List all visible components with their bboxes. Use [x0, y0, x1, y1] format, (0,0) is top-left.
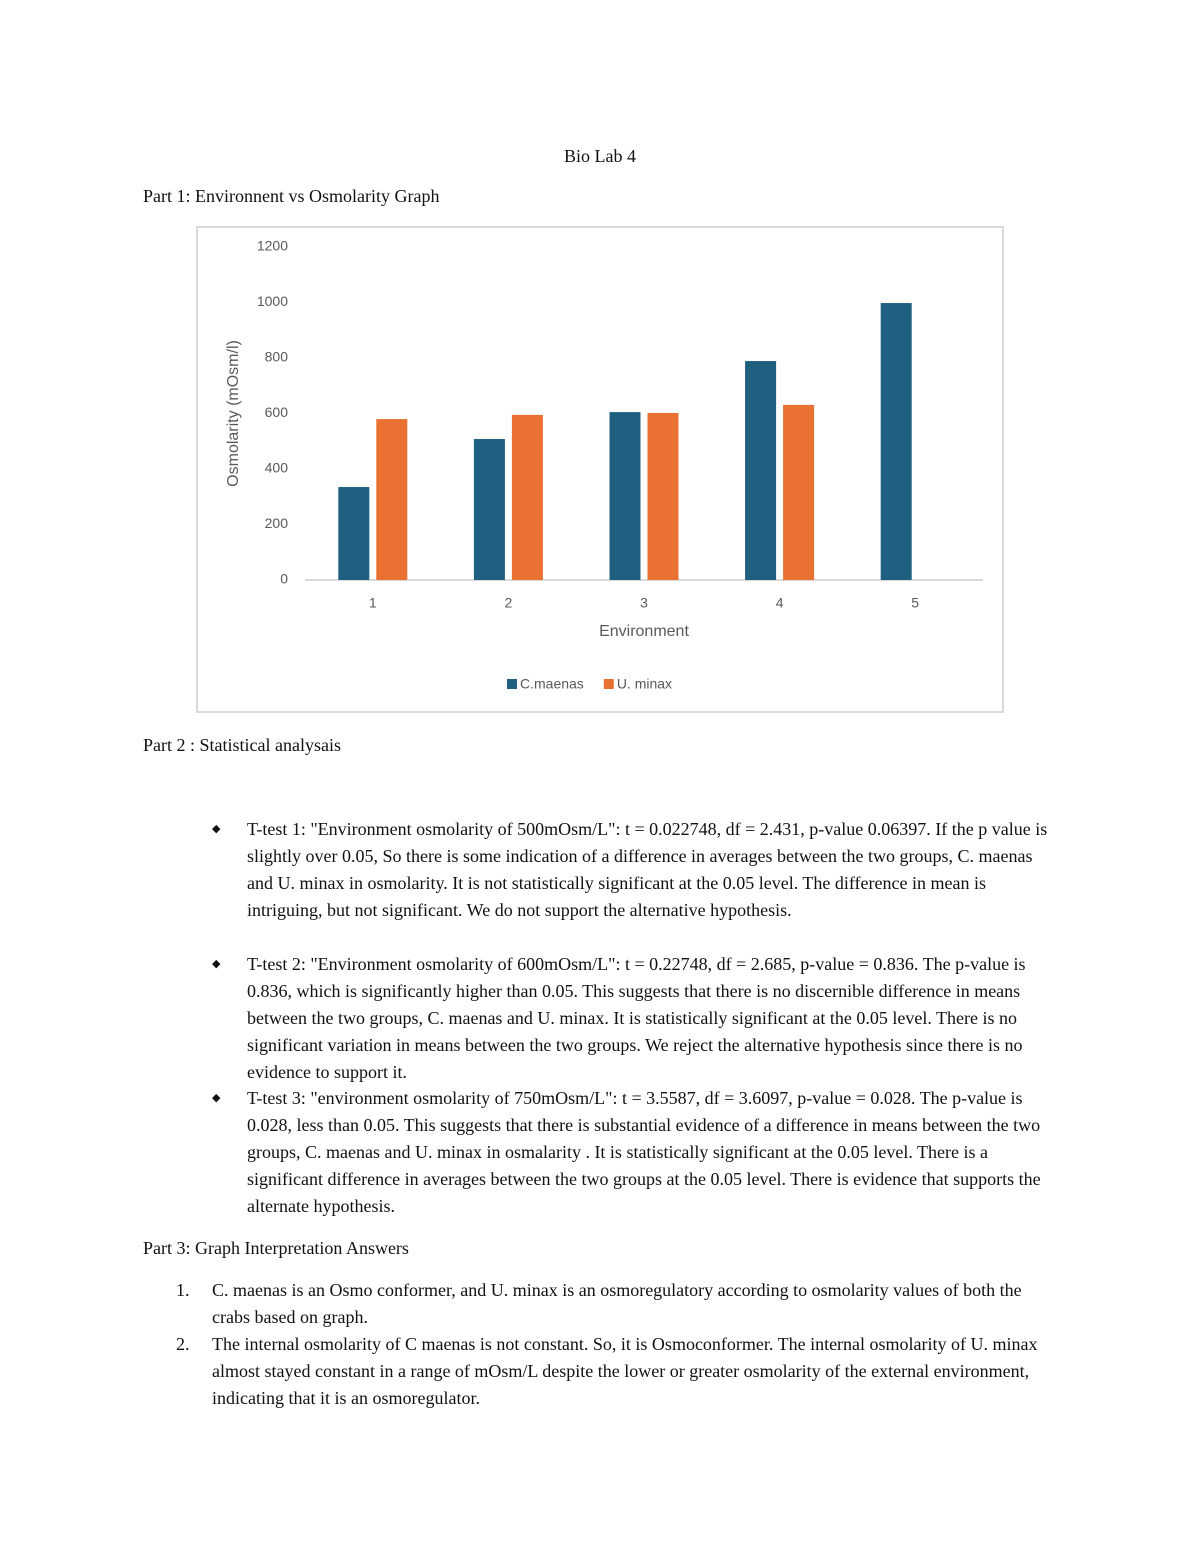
section-heading: Part 2 : Statistical analysais: [143, 735, 341, 755]
y-tick-label: 800: [265, 349, 289, 365]
section-heading: Part 3: Graph Interpretation Answers: [143, 1238, 409, 1258]
x-tick-label: 5: [911, 595, 919, 611]
bar: [511, 414, 543, 580]
bar: [783, 404, 815, 580]
y-tick-label: 400: [265, 460, 289, 476]
chart-frame: [196, 226, 1004, 713]
y-tick-label: 0: [280, 571, 288, 587]
list-number: 2.: [176, 1334, 190, 1354]
doc-title: Bio Lab 4: [564, 146, 636, 166]
y-tick-label: 200: [265, 515, 289, 531]
x-axis-title: Environment: [599, 623, 689, 640]
y-tick-label: 600: [265, 404, 289, 420]
bullet: ◆: [212, 823, 221, 835]
bullet-text: T-test 2: "Environment osmolarity of 600…: [247, 954, 1026, 1082]
bar: [376, 419, 408, 580]
y-axis-title: Osmolarity (mOsm/l): [225, 340, 242, 487]
bar: [338, 487, 370, 580]
x-tick-label: 2: [505, 595, 513, 611]
list-text: C. maenas is an Osmo conformer, and U. m…: [212, 1280, 1022, 1327]
legend-label: U. minax: [617, 676, 672, 692]
bullet-text: T-test 1: "Environment osmolarity of 500…: [247, 819, 1048, 920]
bullet: ◆: [212, 958, 221, 970]
list-number: 1.: [176, 1280, 190, 1300]
x-tick-label: 3: [640, 595, 648, 611]
section-heading: Part 1: Environnent vs Osmolarity Graph: [143, 186, 440, 206]
bar: [880, 303, 912, 580]
bullet: ◆: [212, 1092, 221, 1104]
bar: [473, 439, 505, 580]
bar: [745, 361, 777, 580]
y-tick-label: 1200: [257, 238, 288, 254]
bar: [647, 412, 679, 580]
x-tick-label: 1: [369, 595, 377, 611]
y-tick-label: 1000: [257, 293, 288, 309]
legend-label: C.maenas: [520, 676, 584, 692]
legend-swatch: [507, 679, 517, 689]
bullet-text: T-test 3: "environment osmolarity of 750…: [247, 1088, 1041, 1216]
legend-swatch: [603, 679, 614, 689]
list-text: The internal osmolarity of C maenas is n…: [212, 1334, 1038, 1408]
chart: 0 200 400 600 800 1000 1200 Osmolarity (mOsm/l)…: [196, 226, 1004, 713]
bar: [609, 412, 641, 580]
x-tick-label: 4: [776, 595, 784, 611]
